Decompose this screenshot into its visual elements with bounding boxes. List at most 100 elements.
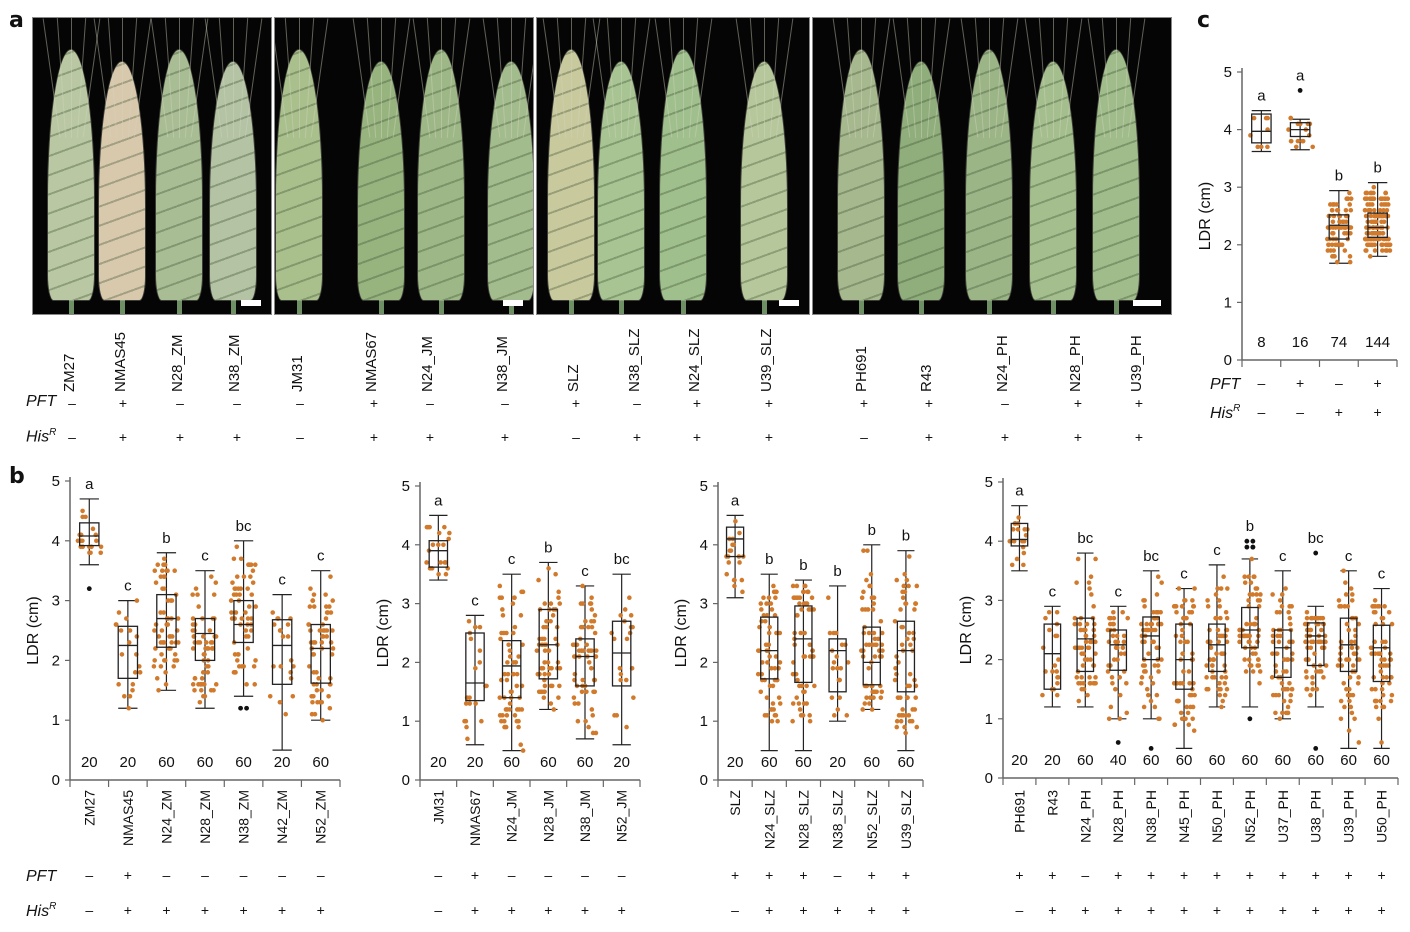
y-tick-label: 1 [52, 712, 60, 729]
data-point [802, 601, 807, 606]
data-point [554, 624, 560, 630]
data-point [326, 693, 331, 699]
box-group-ZM27: a20 [75, 476, 104, 771]
data-point [137, 664, 142, 669]
wheat-spike [418, 50, 464, 300]
data-point [425, 524, 431, 530]
significance-letter: b [868, 522, 876, 539]
data-point [1289, 657, 1295, 662]
data-point [831, 713, 837, 718]
data-point [1143, 669, 1148, 674]
data-point [1254, 586, 1260, 591]
data-point [724, 554, 729, 559]
data-point [1334, 202, 1339, 207]
data-point [574, 642, 580, 648]
data-point [1373, 230, 1379, 236]
y-tick-label: 0 [700, 772, 708, 789]
data-point [586, 624, 591, 630]
data-point [1308, 692, 1313, 698]
data-point [198, 682, 203, 687]
data-point [161, 586, 167, 591]
pft-sign: – [201, 867, 209, 883]
data-point [576, 654, 582, 659]
data-point [507, 707, 512, 712]
pft-sign: + [369, 395, 379, 411]
data-point [1174, 698, 1180, 704]
data-point [1250, 669, 1256, 674]
data-point [1384, 675, 1389, 680]
box-group-SLZ: a20 [724, 492, 746, 771]
his-sign: – [296, 429, 304, 445]
data-point [1335, 663, 1341, 668]
data-point [327, 682, 333, 687]
data-point [1275, 633, 1280, 639]
data-point [190, 628, 196, 633]
his-sign: + [162, 902, 170, 918]
data-point [514, 707, 520, 712]
data-point [1352, 669, 1358, 674]
data-point [1086, 580, 1092, 585]
data-point [1087, 675, 1092, 680]
data-point [586, 660, 592, 665]
data-point [906, 554, 912, 559]
data-point [773, 713, 779, 718]
box [1372, 624, 1391, 683]
data-point [1376, 213, 1382, 219]
data-point [1330, 225, 1336, 230]
wheat-awn [872, 18, 891, 138]
significance-letter: bc [236, 518, 252, 535]
data-point [1338, 639, 1344, 645]
his-sign: + [425, 429, 435, 445]
data-point [1223, 609, 1229, 615]
data-point [912, 607, 917, 612]
data-point [504, 713, 510, 718]
data-point [1079, 651, 1084, 656]
data-point [320, 622, 326, 627]
box [1251, 113, 1272, 144]
category-label: PH691 [1011, 790, 1027, 833]
data-point [1308, 615, 1314, 621]
data-point [1387, 248, 1393, 253]
data-point [310, 699, 315, 705]
data-point [1284, 645, 1289, 651]
data-point [116, 610, 122, 615]
data-point [1114, 645, 1120, 651]
data-point [1173, 633, 1179, 639]
data-point [1078, 615, 1084, 621]
wheat-spike [488, 62, 533, 300]
data-point [1159, 580, 1164, 585]
data-point [202, 652, 207, 657]
data-point [807, 642, 813, 648]
data-point [542, 642, 548, 648]
data-point [907, 683, 912, 689]
data-point [1079, 675, 1084, 680]
data-point [870, 642, 875, 648]
data-point [913, 601, 919, 606]
data-point [802, 654, 808, 659]
data-point [880, 648, 885, 653]
data-point [871, 695, 876, 700]
data-point [548, 601, 554, 606]
data-point [1145, 692, 1151, 698]
data-point [1144, 686, 1150, 692]
data-point [1385, 242, 1391, 248]
data-point [1338, 698, 1344, 704]
data-point [1270, 692, 1276, 698]
category-label: N50_PH [1209, 790, 1225, 843]
data-point [1093, 680, 1098, 686]
data-point [324, 610, 330, 615]
data-point [793, 671, 799, 677]
data-point [1081, 686, 1087, 692]
data-point [1304, 615, 1310, 621]
data-point [731, 577, 737, 583]
data-point [514, 671, 520, 677]
data-point [1287, 615, 1293, 621]
data-point [1384, 213, 1390, 219]
data-point [1221, 651, 1227, 656]
data-point [158, 640, 164, 645]
data-point [502, 724, 507, 730]
his-sign: + [201, 902, 209, 918]
data-point [763, 642, 769, 648]
category-label: NMAS45 [120, 790, 136, 846]
y-tick-label: 0 [402, 772, 410, 789]
